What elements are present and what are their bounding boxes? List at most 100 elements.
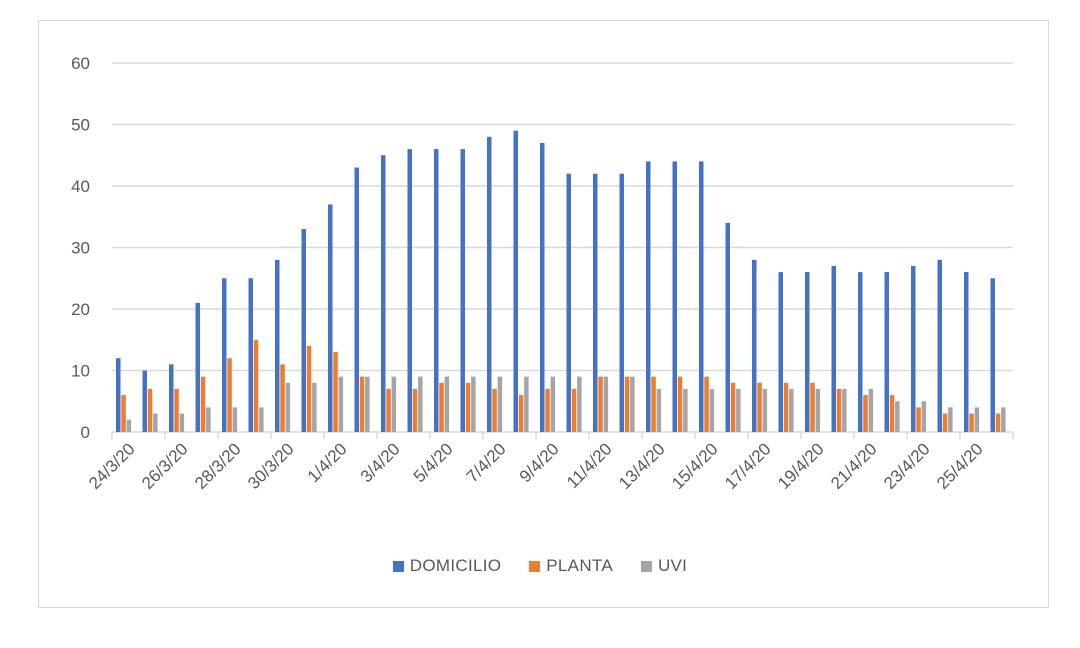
bar-uvi [444,376,450,432]
bar-planta [863,395,868,432]
bar-domicilio [248,278,253,432]
bar-planta [969,413,974,432]
bar-planta [439,382,444,432]
bar-planta [227,358,232,432]
bar-uvi [895,401,900,432]
bar-planta [333,352,338,432]
x-tick-label: 26/3/20 [138,439,192,493]
bar-domicilio [301,229,306,432]
bar-planta [836,388,842,432]
legend-label: PLANTA [546,556,613,575]
bar-planta [916,407,921,432]
bar-domicilio [884,272,889,432]
bar-uvi [709,388,715,432]
bar-domicilio [911,265,916,432]
bar-planta [783,382,789,432]
legend-swatch-domicilio [392,560,404,572]
bar-uvi [656,388,662,432]
bar-uvi [312,382,317,432]
bar-uvi [868,388,874,432]
bar-domicilio [169,364,174,432]
bar-uvi [815,388,821,432]
bar-uvi [153,413,158,432]
bar-planta [757,382,762,432]
y-tick-label: 10 [71,362,90,381]
bar-planta [253,339,259,432]
bar-domicilio [964,272,969,432]
y-tick-label: 40 [71,177,90,196]
bar-domicilio [195,302,200,432]
bar-planta [730,382,736,432]
bar-uvi [524,376,529,432]
chart-frame [38,20,1049,608]
bar-planta [704,376,709,432]
x-tick-label: 21/4/20 [827,439,881,493]
x-tick-label: 30/3/20 [244,439,298,493]
bar-uvi [391,376,397,432]
bar-uvi [206,407,211,432]
bar-planta [492,388,497,432]
chart-legend: DOMICILIO PLANTA UVI [0,556,1080,576]
x-tick-label: 17/4/20 [721,439,775,493]
bar-uvi [974,407,980,432]
x-tick-label: 24/3/20 [85,439,139,493]
bar-planta [598,376,603,432]
bar-planta [306,345,312,432]
bar-planta [280,364,285,432]
bar-uvi [1001,407,1006,432]
bar-domicilio [778,272,783,432]
bar-planta [412,388,418,432]
x-tick-label: 13/4/20 [615,439,669,493]
bar-planta [942,413,948,432]
bar-domicilio [354,167,359,433]
y-tick-label: 50 [71,116,90,135]
bar-domicilio [328,204,333,432]
bar-uvi [338,376,344,432]
bar-domicilio [487,136,492,433]
bar-domicilio [566,173,571,432]
bar-uvi [603,376,609,432]
bar-domicilio [646,161,651,432]
bar-uvi [921,401,927,432]
bar-uvi [365,376,370,432]
bar-planta [174,388,179,432]
legend-swatch-planta [529,560,541,572]
bar-domicilio [116,358,121,432]
bar-uvi [259,407,264,432]
legend-item-planta: PLANTA [529,556,613,576]
bar-domicilio [381,155,386,432]
bar-domicilio [222,278,227,432]
bar-planta [545,388,550,432]
y-tick-label: 0 [81,423,90,442]
bar-planta [518,395,524,432]
x-tick-label: 3/4/20 [357,439,404,486]
bar-domicilio [142,370,147,432]
bar-domicilio [805,272,810,432]
bar-domicilio [699,161,704,432]
bar-domicilio [460,149,465,432]
bar-uvi [126,419,132,432]
bar-domicilio [725,222,730,432]
y-tick-label: 20 [71,300,90,319]
bar-domicilio [407,149,412,432]
legend-item-uvi: UVI [640,556,687,576]
legend-swatch-uvi [640,560,652,572]
bar-planta [359,376,365,432]
bar-planta [677,376,683,432]
x-tick-label: 15/4/20 [668,439,722,493]
bar-uvi [762,388,768,432]
bar-planta [624,376,630,432]
x-tick-label: 23/4/20 [880,439,934,493]
bar-uvi [683,388,688,432]
bar-uvi [471,376,476,432]
bar-uvi [842,388,847,432]
bar-uvi [789,388,794,432]
bar-uvi [232,407,238,432]
bar-domicilio [275,259,280,432]
bar-domicilio [434,149,439,432]
legend-label: DOMICILIO [409,556,502,575]
bar-domicilio [831,265,836,432]
bar-planta [147,388,153,432]
x-tick-label: 1/4/20 [304,439,351,486]
